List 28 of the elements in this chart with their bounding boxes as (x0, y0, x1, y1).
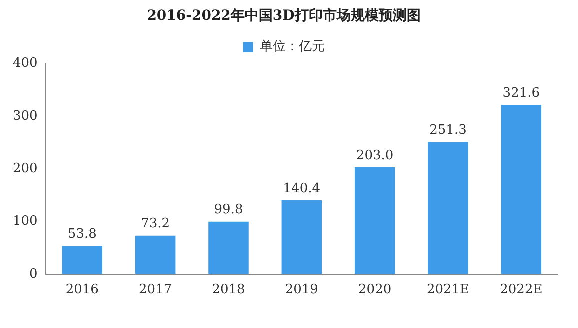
data-label: 73.2 (141, 216, 170, 232)
x-tick-label: 2016 (66, 282, 99, 298)
chart-title: 2016-2022年中国3D打印市场规模预测图 (147, 7, 421, 24)
data-label: 140.4 (283, 181, 321, 196)
data-label: 53.8 (68, 226, 97, 242)
x-tick-label: 2019 (285, 282, 318, 298)
data-label: 203.0 (356, 148, 394, 164)
x-tick-label: 2017 (139, 282, 172, 298)
x-tick-label: 2020 (358, 282, 392, 298)
x-tick-label: 2018 (212, 282, 246, 298)
data-label: 321.6 (502, 86, 540, 101)
data-label: 251.3 (430, 122, 467, 138)
y-tick-label: 100 (12, 214, 38, 230)
y-tick-label: 400 (12, 56, 38, 72)
bar (282, 200, 322, 274)
bar (428, 142, 468, 274)
data-label: 99.8 (214, 202, 244, 218)
x-tick-label: 2022E (500, 282, 543, 298)
bar (208, 222, 249, 274)
bar (135, 236, 176, 274)
bar (354, 168, 396, 274)
y-tick-label: 0 (30, 266, 38, 282)
y-tick-label: 300 (12, 108, 38, 124)
bar (62, 246, 103, 274)
x-tick-label: 2021E (426, 282, 470, 298)
y-tick-label: 200 (12, 161, 38, 176)
bar (501, 105, 542, 274)
legend-label: 单位：亿元 (260, 40, 325, 55)
